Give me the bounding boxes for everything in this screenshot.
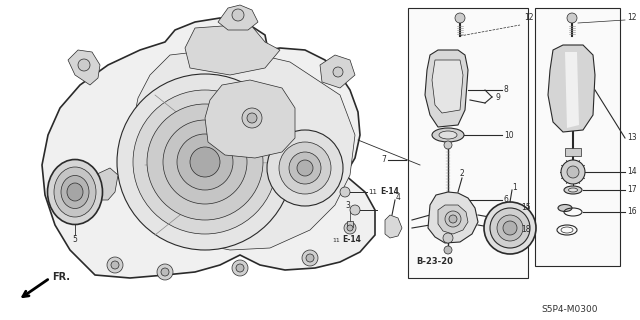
Circle shape <box>567 13 577 23</box>
Polygon shape <box>88 168 118 200</box>
Text: 18: 18 <box>522 226 531 235</box>
Circle shape <box>117 74 293 250</box>
Text: FR.: FR. <box>52 272 70 282</box>
Circle shape <box>147 104 263 220</box>
Ellipse shape <box>568 188 577 192</box>
Polygon shape <box>432 60 463 113</box>
Polygon shape <box>438 205 468 234</box>
Text: 11: 11 <box>368 189 377 195</box>
Circle shape <box>445 211 461 227</box>
Polygon shape <box>185 24 280 75</box>
Circle shape <box>561 160 585 184</box>
Text: 3: 3 <box>346 201 351 210</box>
Ellipse shape <box>47 159 102 225</box>
Text: 10: 10 <box>504 131 514 140</box>
Circle shape <box>497 215 523 241</box>
Polygon shape <box>425 50 468 127</box>
Text: E-14: E-14 <box>342 236 361 244</box>
Circle shape <box>236 264 244 272</box>
Ellipse shape <box>558 204 572 212</box>
Text: 6: 6 <box>504 196 509 204</box>
Text: E-14: E-14 <box>380 188 399 196</box>
Text: 16: 16 <box>627 207 637 217</box>
Circle shape <box>484 202 536 254</box>
Text: 17: 17 <box>627 186 637 195</box>
Circle shape <box>289 152 321 184</box>
Polygon shape <box>548 45 595 132</box>
Text: 1: 1 <box>512 182 516 191</box>
Ellipse shape <box>61 175 89 209</box>
Circle shape <box>302 250 318 266</box>
Bar <box>565 148 581 156</box>
Text: 11: 11 <box>332 237 340 243</box>
Circle shape <box>78 59 90 71</box>
Circle shape <box>157 264 173 280</box>
Ellipse shape <box>439 131 457 139</box>
Circle shape <box>133 90 277 234</box>
Circle shape <box>449 215 457 223</box>
Text: 9: 9 <box>496 92 501 101</box>
Circle shape <box>350 205 360 215</box>
Polygon shape <box>218 5 258 30</box>
Circle shape <box>455 13 465 23</box>
Text: 5: 5 <box>72 236 77 244</box>
Text: 4: 4 <box>396 193 401 202</box>
Circle shape <box>444 141 452 149</box>
Circle shape <box>490 208 530 248</box>
Text: S5P4-M0300: S5P4-M0300 <box>541 306 598 315</box>
Circle shape <box>306 254 314 262</box>
Circle shape <box>297 160 313 176</box>
Ellipse shape <box>564 186 582 194</box>
Polygon shape <box>320 55 355 88</box>
Circle shape <box>111 261 119 269</box>
Text: 8: 8 <box>504 85 509 94</box>
Polygon shape <box>68 50 100 85</box>
Polygon shape <box>565 52 579 128</box>
Circle shape <box>567 166 579 178</box>
Circle shape <box>242 108 262 128</box>
Circle shape <box>279 142 331 194</box>
Circle shape <box>344 222 356 234</box>
Bar <box>347 221 353 227</box>
Text: 13: 13 <box>627 133 637 142</box>
Circle shape <box>163 120 247 204</box>
Polygon shape <box>385 215 402 238</box>
Circle shape <box>340 187 350 197</box>
Text: 7: 7 <box>381 156 386 164</box>
Bar <box>535 8 620 266</box>
Circle shape <box>333 67 343 77</box>
Text: B-23-20: B-23-20 <box>417 258 453 267</box>
Ellipse shape <box>67 183 83 201</box>
Circle shape <box>190 147 220 177</box>
Text: 14: 14 <box>627 167 637 177</box>
Text: 12: 12 <box>627 13 637 22</box>
Text: 12: 12 <box>524 13 534 22</box>
Circle shape <box>161 268 169 276</box>
Circle shape <box>267 130 343 206</box>
Circle shape <box>177 134 233 190</box>
Bar <box>408 8 528 278</box>
Circle shape <box>232 9 244 21</box>
Circle shape <box>347 225 353 231</box>
Circle shape <box>107 257 123 273</box>
Circle shape <box>247 113 257 123</box>
Polygon shape <box>205 80 295 158</box>
Text: 2: 2 <box>460 170 465 179</box>
Text: 15: 15 <box>522 204 531 212</box>
Polygon shape <box>42 18 375 278</box>
Polygon shape <box>130 48 355 250</box>
Ellipse shape <box>432 128 464 142</box>
Polygon shape <box>428 192 478 243</box>
Circle shape <box>232 260 248 276</box>
Circle shape <box>503 221 517 235</box>
Circle shape <box>444 246 452 254</box>
Circle shape <box>443 233 453 243</box>
Ellipse shape <box>54 167 96 217</box>
